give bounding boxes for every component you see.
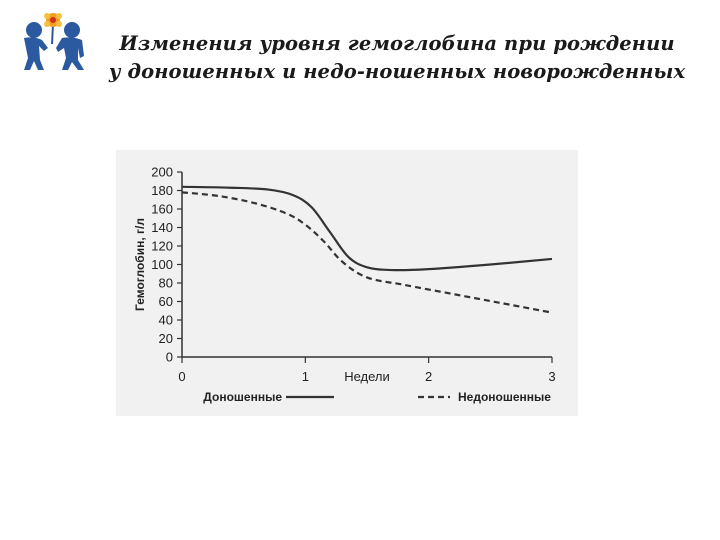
x-tick-label: 2 [425,369,432,384]
hemoglobin-line-chart: 0 20 40 60 80 100 120 140 160 180 200 0 1 2 3 Гемогло… [133,165,556,405]
y-tick-label: 0 [166,350,173,365]
y-tick-label: 120 [151,239,173,254]
y-tick-label: 180 [151,183,173,198]
y-tick-label: 200 [151,165,173,180]
chart: 0 20 40 60 80 100 120 140 160 180 200 0 1 2 3 Гемогло… [116,150,578,416]
flower-icon [44,13,62,45]
slide-title: Изменения уровня гемоглобина при рождени… [92,30,702,86]
y-tick-label: 20 [159,331,173,346]
x-tick-label: 3 [548,369,555,384]
y-tick-label: 60 [159,294,173,309]
y-tick-label: 140 [151,220,173,235]
series-layer [181,185,553,314]
x-tick-label: 0 [178,369,185,384]
series-line-full-term [181,185,553,272]
logo [14,8,96,74]
y-tick-label: 80 [159,276,173,291]
slide-title-line-1: Изменения уровня гемоглобина при рождени… [119,32,675,55]
x-axis: 0 1 2 3 [178,356,556,384]
y-axis-title: Гемоглобин, г/л [133,218,147,311]
legend-label: Недоношенные [458,390,551,404]
x-tick-label: 1 [302,369,309,384]
y-tick-label: 160 [151,202,173,217]
series-line-preterm [181,191,553,314]
slide-title-line-2: у доношенных и недо-ношенных новорожденн… [108,60,686,83]
legend-label: Доношенные [203,390,282,404]
x-axis-title: Недели [344,369,390,384]
y-axis: 0 20 40 60 80 100 120 140 160 180 200 [151,165,183,365]
y-tick-label: 40 [159,313,173,328]
y-tick-label: 100 [151,257,173,272]
children-with-flower-icon [24,13,84,70]
legend: Доношенные Недоношенные [203,390,551,404]
